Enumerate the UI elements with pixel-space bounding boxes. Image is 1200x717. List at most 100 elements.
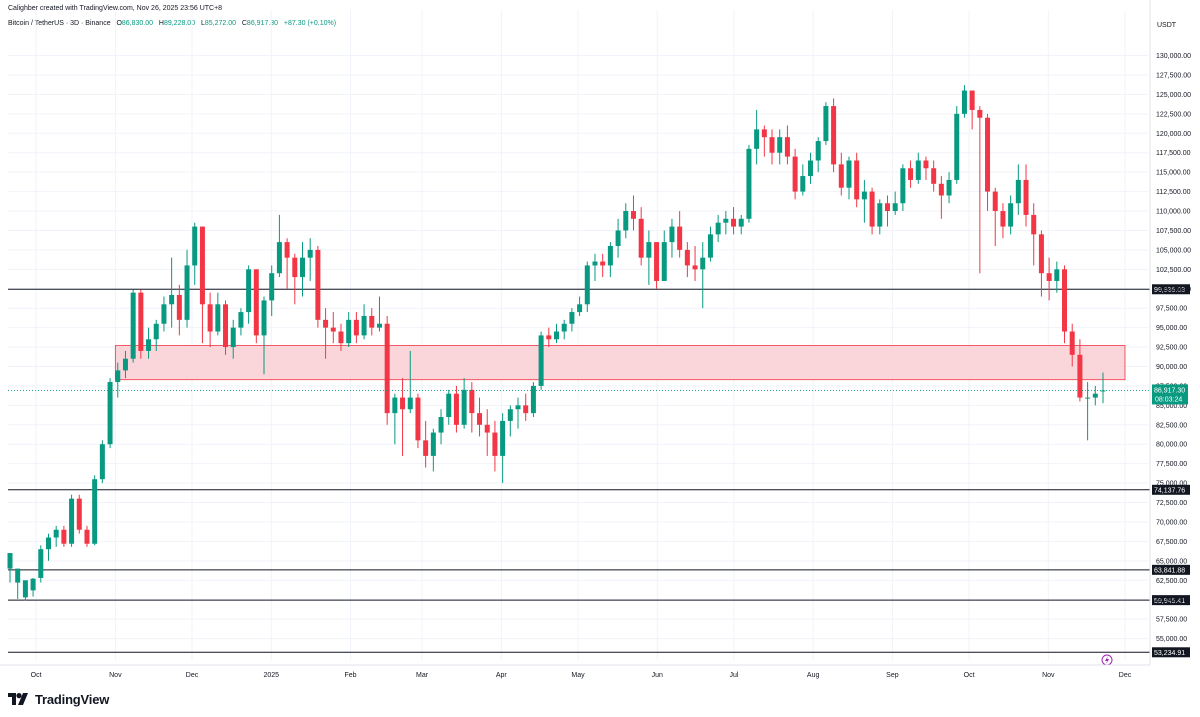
high-value: 89,228.00: [163, 20, 196, 27]
candle-body: [777, 137, 783, 153]
candle-body: [492, 432, 498, 456]
price-axis[interactable]: USDT 55,000.00 57,500.00 60,000.00 62,500.0…: [1149, 0, 1191, 665]
time-axis[interactable]: Oct Nov Dec 2025 Feb Mar Apr May Jun Jul Aug Sep Oct…: [31, 672, 1132, 679]
price-tick-label: 105,000.00: [1156, 247, 1191, 254]
candle-body: [669, 226, 675, 243]
level-label: 53,234.91: [1154, 650, 1185, 657]
candle-body: [30, 578, 36, 591]
level-label: 74,137.76: [1154, 488, 1185, 495]
candle-body: [376, 323, 382, 328]
candle-body: [353, 319, 359, 336]
candle-body: [1038, 234, 1044, 274]
close-value: 86,917.30: [246, 20, 279, 27]
candle-body: [500, 420, 506, 456]
time-tick-label: Dec: [1119, 672, 1132, 679]
current-price-badge: 86,917.30 08:03:24: [1152, 384, 1188, 405]
candle-body: [92, 479, 98, 544]
candle-body: [315, 249, 321, 320]
candle-body: [22, 580, 28, 598]
resistance-zone[interactable]: [114, 345, 1126, 381]
candle-body: [292, 257, 298, 278]
price-tick-label: 125,000.00: [1156, 92, 1191, 99]
candle-body: [76, 498, 82, 530]
candle-body: [176, 294, 182, 320]
brand-name: TradingView: [35, 692, 110, 707]
candle-body: [692, 265, 698, 270]
close-label: C: [241, 20, 247, 27]
level-label: 63,841.88: [1154, 568, 1185, 575]
price-tick-label: 77,500.00: [1156, 461, 1187, 468]
candle-body: [1100, 390, 1106, 392]
candle-body: [453, 393, 459, 425]
candle-body: [61, 529, 67, 544]
time-tick-label: May: [571, 672, 585, 679]
price-tick-label: 75,000.00: [1156, 481, 1187, 488]
time-tick-label: Feb: [344, 672, 356, 679]
candle-body: [392, 397, 398, 414]
price-tick-label: 117,500.00: [1156, 150, 1191, 157]
price-tick-label: 110,000.00: [1156, 209, 1191, 216]
candle-body: [838, 164, 844, 188]
flash-icon[interactable]: [1101, 654, 1113, 666]
high-label: H: [158, 20, 164, 27]
time-tick-label: Nov: [109, 672, 122, 679]
candle-body: [761, 129, 767, 138]
candle-body: [808, 160, 814, 177]
candle-body: [623, 211, 629, 231]
candle-body: [684, 249, 690, 266]
candle-body: [677, 226, 683, 250]
candle-body: [369, 315, 375, 328]
candle-body: [276, 242, 282, 274]
candle-body: [600, 261, 606, 266]
candle-body: [207, 304, 213, 332]
candle-body: [261, 300, 267, 336]
currency-label[interactable]: USDT: [1157, 22, 1177, 29]
flash-icon-bolt: [1105, 656, 1109, 664]
candle-body: [361, 315, 367, 336]
candle-body: [700, 257, 706, 270]
candle-body: [53, 529, 59, 538]
candle-body: [223, 304, 229, 348]
candle-body: [338, 331, 344, 344]
time-tick-label: Oct: [964, 672, 975, 679]
candle-body: [815, 141, 821, 161]
candle-body: [7, 553, 13, 569]
candle-body: [407, 397, 413, 410]
price-tick-label: 97,500.00: [1156, 306, 1187, 313]
level-badge: [1152, 484, 1190, 495]
candle-body: [530, 385, 536, 414]
candle-body: [546, 335, 552, 340]
candle-body: [161, 304, 167, 324]
level-badge: [1152, 564, 1190, 575]
candle-body: [330, 327, 336, 332]
candle-body: [253, 269, 259, 336]
candle-body: [477, 413, 483, 425]
candle-body: [507, 409, 513, 421]
candle-body: [769, 137, 775, 153]
candle-body: [861, 191, 867, 200]
time-tick-label: Mar: [416, 672, 429, 679]
candle-body: [307, 249, 313, 258]
price-tick-label: 102,500.00: [1156, 267, 1191, 274]
time-tick-label: Dec: [186, 672, 199, 679]
low-label: L: [200, 20, 205, 27]
candle-body: [892, 203, 898, 212]
candle-body: [577, 304, 583, 313]
candle-body: [977, 109, 983, 118]
candle-body: [630, 211, 636, 219]
candle-body: [284, 242, 290, 258]
level-label: 59,945.41: [1154, 598, 1185, 605]
candle-body: [84, 529, 90, 544]
candle-body: [138, 292, 144, 351]
candle-body: [1054, 269, 1060, 281]
price-tick-label: 82,500.00: [1156, 422, 1187, 429]
candle-body: [707, 234, 713, 258]
candle-body: [130, 292, 136, 359]
candle-body: [715, 222, 721, 235]
candle-body: [584, 265, 590, 305]
candle-body: [661, 242, 667, 281]
candle-body: [115, 370, 121, 383]
symbol-title[interactable]: Bitcoin / TetherUS · 3D · Binance: [8, 20, 111, 27]
candle-body: [230, 327, 236, 348]
